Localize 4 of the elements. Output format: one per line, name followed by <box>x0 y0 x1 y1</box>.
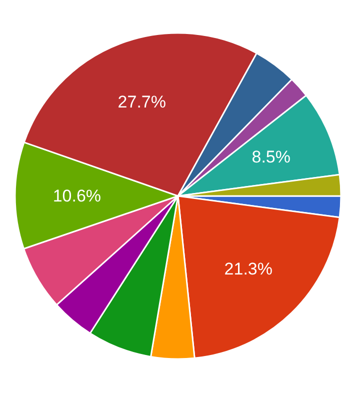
data-label: 8.5% <box>252 148 291 167</box>
data-label: 10.6% <box>52 186 102 206</box>
data-label: 21.3% <box>224 259 272 278</box>
data-label: 27.7% <box>118 92 166 112</box>
